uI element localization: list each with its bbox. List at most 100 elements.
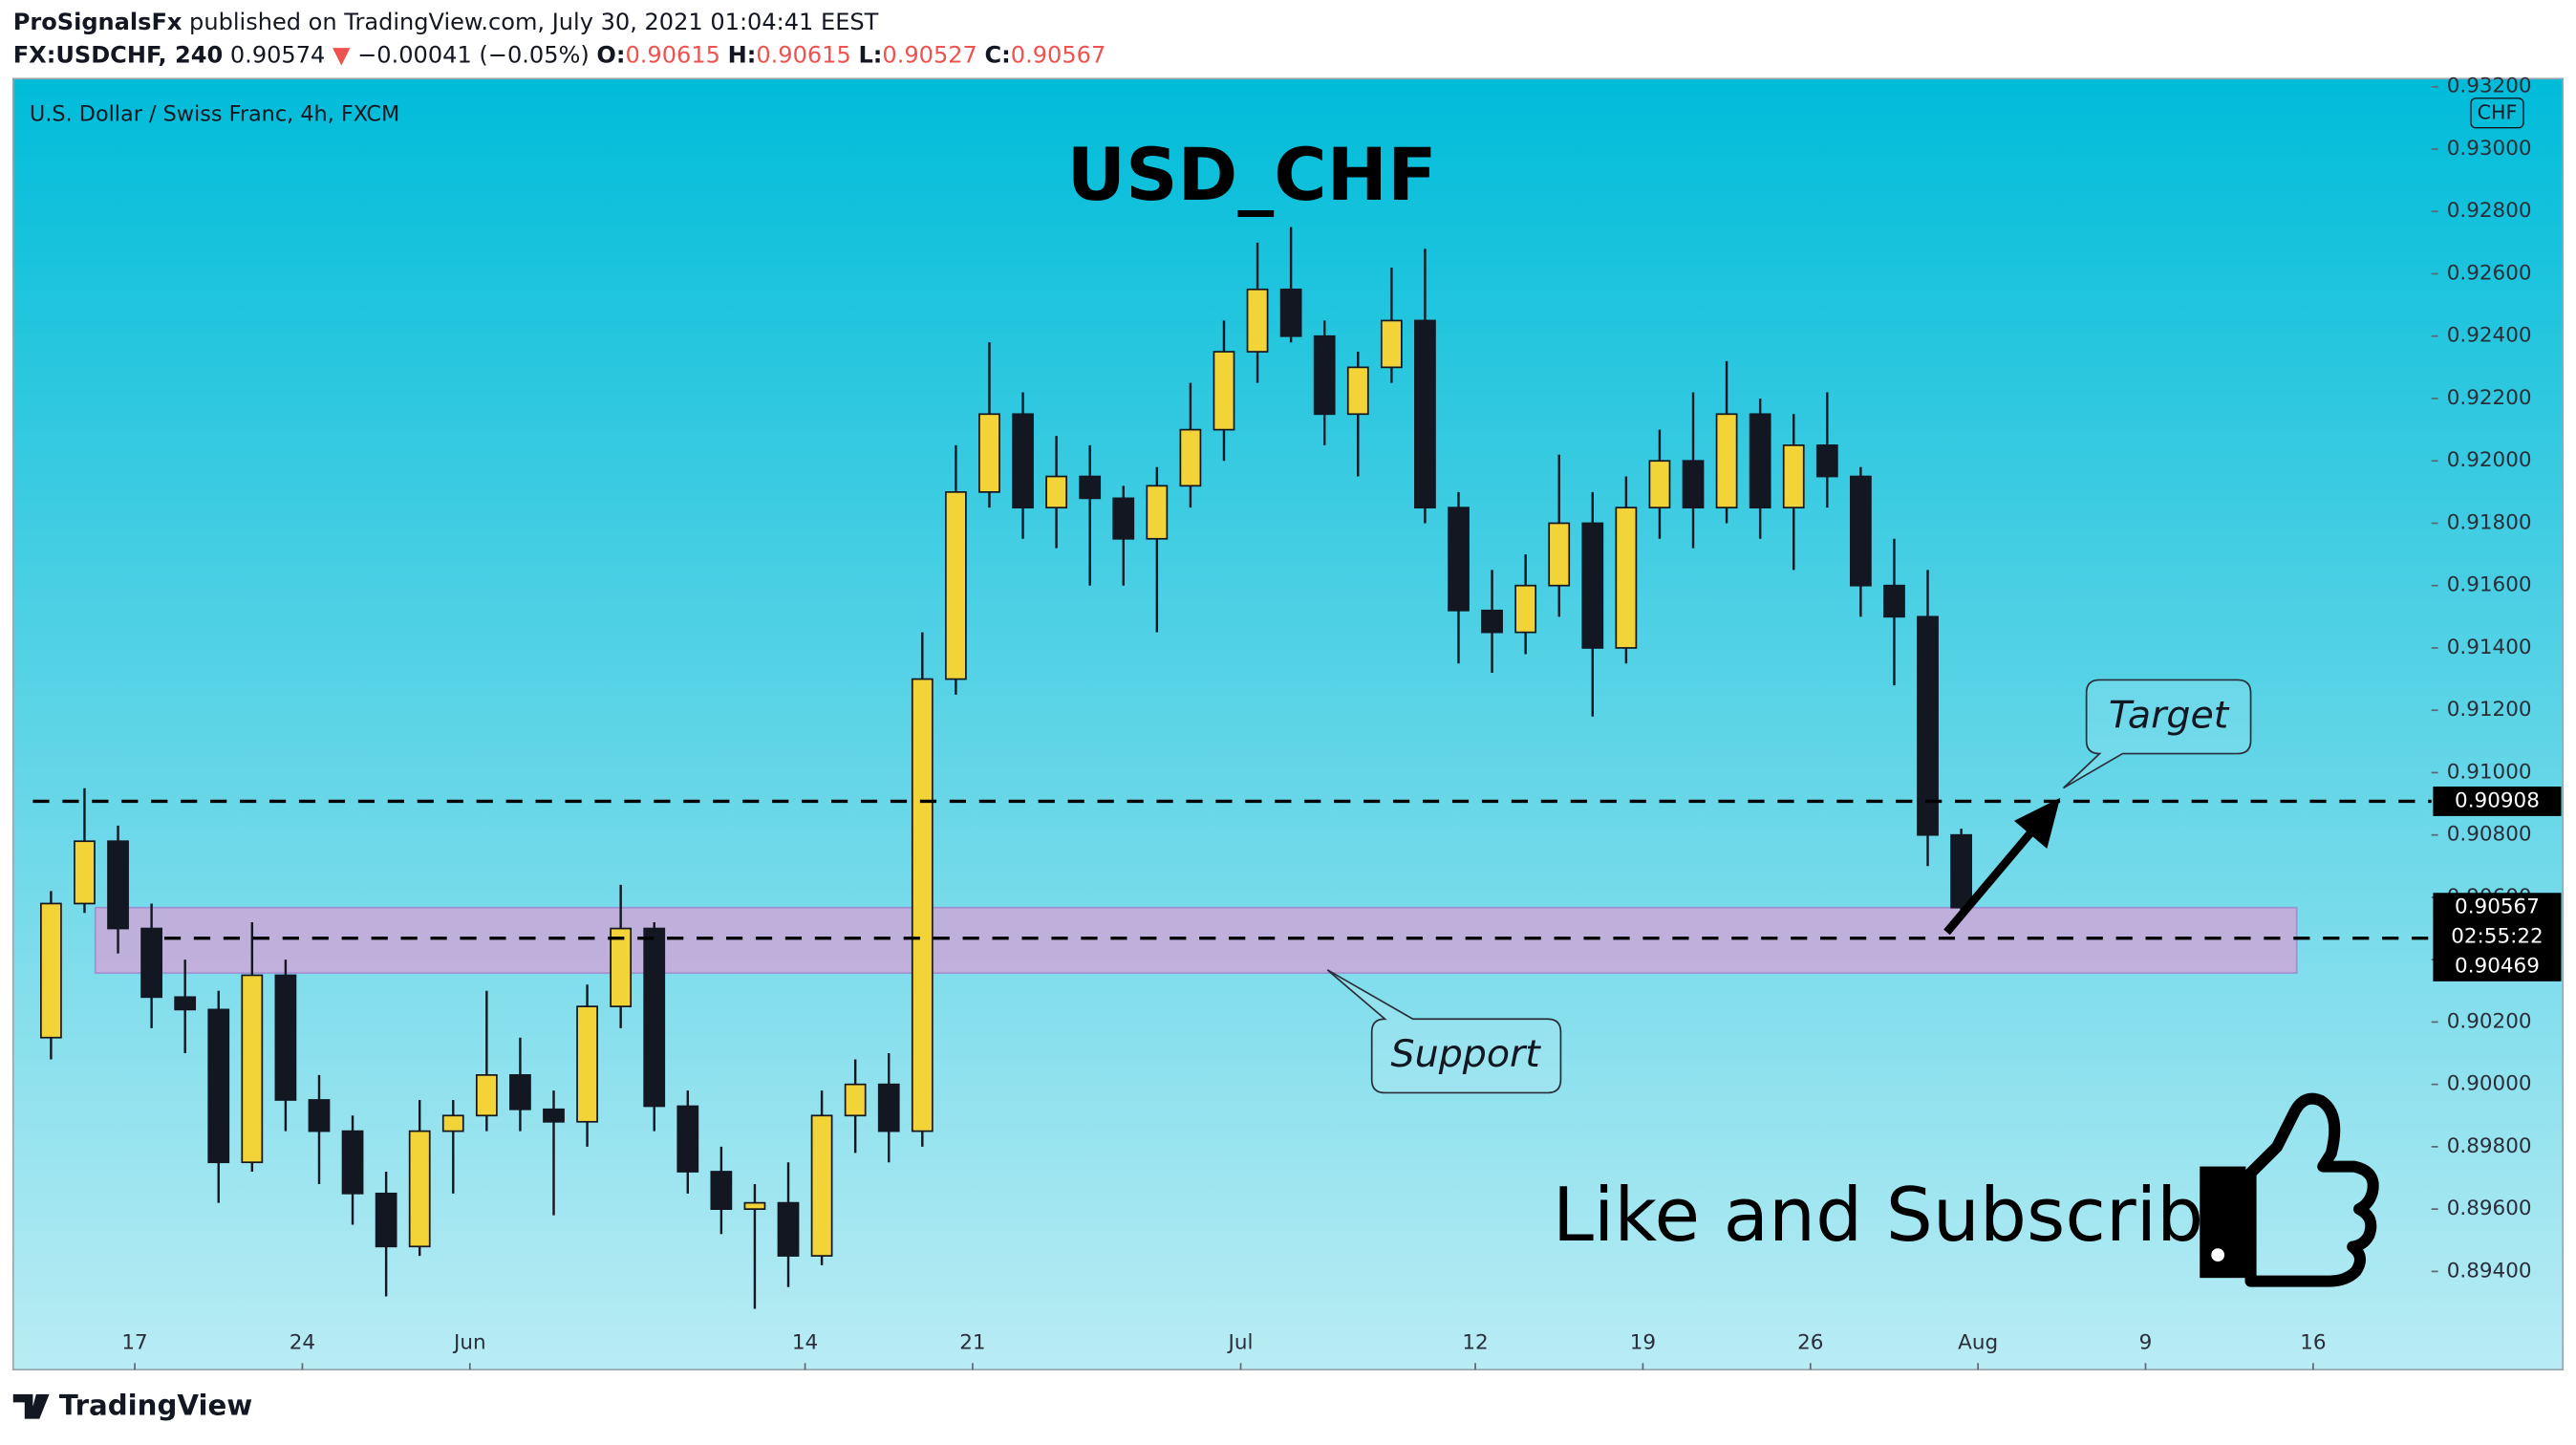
candle-body <box>308 1099 331 1132</box>
candle-body <box>1715 413 1738 509</box>
candle-body <box>509 1074 531 1111</box>
candle-body <box>543 1108 565 1123</box>
candle-body <box>978 413 1000 493</box>
x-tick-label: 12 <box>1462 1331 1488 1355</box>
published: published on TradingView.com, July 30, 2… <box>189 9 879 35</box>
y-tick-label: 0.90000 <box>2447 1072 2532 1096</box>
ohlc-label: C: <box>985 41 1011 68</box>
currency: CHF <box>2478 100 2518 123</box>
candle-body <box>441 1114 464 1132</box>
y-tick-label: 0.93000 <box>2447 137 2532 161</box>
candle-body <box>1045 475 1067 509</box>
y-tick-label: 0.91800 <box>2447 510 2532 534</box>
arrow-head <box>2013 797 2061 849</box>
candle-body <box>1448 507 1470 612</box>
header-line: ProSignalsFx published on TradingView.co… <box>13 9 879 35</box>
y-tick-label: 0.92400 <box>2447 324 2532 348</box>
candle-body <box>1481 609 1503 634</box>
candle-body <box>1279 288 1302 337</box>
candle-body <box>610 927 633 1007</box>
candle-body <box>1950 833 1972 909</box>
arrow-shaft <box>1943 826 2037 936</box>
x-tick-label: Jun <box>452 1331 486 1355</box>
candle-body <box>911 678 934 1132</box>
candle-body <box>1917 615 1939 836</box>
x-tick-label: 14 <box>792 1331 818 1355</box>
support-zone <box>94 906 2298 975</box>
last-price-badge <box>2433 893 2562 981</box>
y-tick-label: 0.91200 <box>2447 698 2532 722</box>
candle-body <box>877 1083 900 1132</box>
candle-body <box>1246 288 1269 353</box>
target-callout <box>2062 679 2252 789</box>
ohlc-value: 0.90527 <box>882 41 977 68</box>
symbol-line: FX:USDCHF, 240 0.90574 ▼ −0.00041 (−0.05… <box>13 41 1106 68</box>
candle-body <box>945 490 967 680</box>
icon-hand <box>2244 1092 2379 1287</box>
x-tick-label: 21 <box>959 1331 985 1355</box>
icon-cuff <box>2200 1166 2246 1279</box>
y-tick-label: 0.90200 <box>2447 1009 2532 1033</box>
candle-body <box>1883 584 1905 618</box>
brand: TradingView <box>59 1390 252 1422</box>
candle-body <box>1146 485 1169 540</box>
x-tick-label: Jul <box>1227 1331 1254 1355</box>
candle-body <box>1815 444 1838 478</box>
change: −0.00041 (−0.05%) <box>357 41 590 68</box>
y-tick-label: 0.92600 <box>2447 262 2532 286</box>
candle-body <box>1749 413 1771 509</box>
y-tick-label: 0.92000 <box>2447 448 2532 472</box>
y-tick-label: 0.91600 <box>2447 573 2532 597</box>
candle-body <box>1213 351 1235 431</box>
currency-badge <box>2470 97 2524 129</box>
last-price: 0.90567 <box>2455 895 2540 919</box>
ohlc-value: 0.90567 <box>1011 41 1106 68</box>
candle-body <box>74 840 96 905</box>
y-tick-label: 0.89400 <box>2447 1259 2532 1283</box>
candle-body <box>1414 319 1436 509</box>
x-tick-label: 9 <box>2139 1331 2153 1355</box>
candle-body <box>1112 497 1135 540</box>
support-price: 0.90469 <box>2455 954 2540 978</box>
legend: U.S. Dollar / Swiss Franc, 4h, FXCM <box>30 102 399 127</box>
candle-body <box>475 1074 498 1117</box>
candle-body <box>408 1130 431 1248</box>
candle-body <box>40 902 62 1039</box>
cta: Like and Subscribe <box>1553 1173 2249 1259</box>
candle-body <box>107 840 129 930</box>
candle-body <box>1514 584 1537 634</box>
target-badge <box>2433 787 2562 816</box>
thumbs-up-icon <box>2200 1092 2379 1287</box>
y-tick-label: 0.92800 <box>2447 199 2532 223</box>
candle-body <box>810 1114 833 1257</box>
icon-dot <box>2211 1248 2225 1262</box>
candle-body <box>1380 319 1403 369</box>
x-tick-label: 26 <box>1797 1331 1823 1355</box>
chart-title: USD_CHF <box>1067 133 1437 217</box>
candle-body <box>241 974 264 1164</box>
x-tick-label: 24 <box>290 1331 315 1355</box>
plot-layer: 0.89400 0.89600 0.89800 0.90000 0.90200 0.904… <box>32 75 2562 1370</box>
candle-body <box>1682 460 1705 509</box>
y-tick-label: 0.89600 <box>2447 1197 2532 1220</box>
support-callout <box>1326 969 1562 1094</box>
y-tick-label: 0.91000 <box>2447 760 2532 784</box>
candle-body <box>676 1105 699 1173</box>
brand-logo <box>12 1393 50 1419</box>
x-tick-label: 16 <box>2300 1331 2326 1355</box>
support-label: Support <box>1391 1032 1542 1076</box>
y-tick-label: 0.93200 <box>2447 75 2532 98</box>
candle-body <box>174 996 197 1011</box>
candle-body <box>777 1201 800 1257</box>
ohlc-label: H: <box>728 41 757 68</box>
candle-body <box>1548 522 1571 587</box>
ohlc-label: L: <box>858 41 882 68</box>
candle-body <box>1850 475 1872 587</box>
y-tick-label: 0.89800 <box>2447 1134 2532 1158</box>
change-arrow: ▼ <box>333 41 351 68</box>
candle-body <box>1012 413 1034 509</box>
candle-body <box>341 1130 364 1195</box>
y-tick-label: 0.91400 <box>2447 636 2532 659</box>
